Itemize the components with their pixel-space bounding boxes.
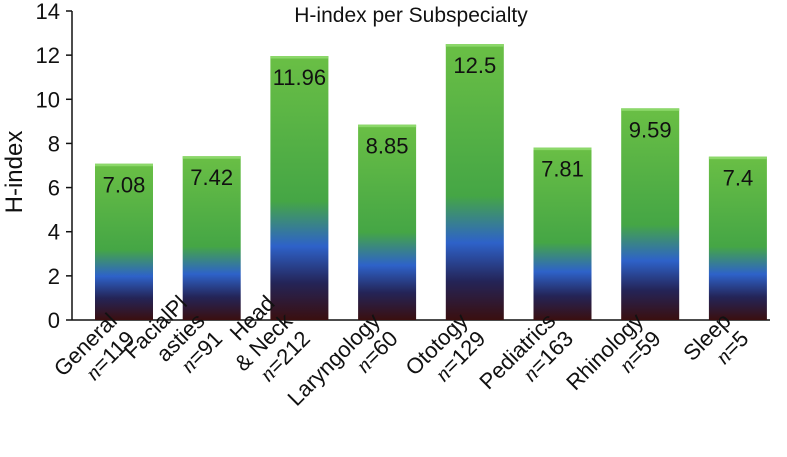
data-label: 9.59 [629,117,672,142]
data-label: 7.08 [103,173,146,198]
data-label: 8.85 [366,134,409,159]
bars [95,44,767,321]
y-tick-label: 6 [48,176,60,201]
bar [445,44,504,320]
y-tick-label: 0 [48,308,60,333]
category-label-text: Rhinologyn=59 [561,308,666,413]
y-tick-label: 4 [48,220,60,245]
bar-highlight [445,44,504,47]
bar-highlight [95,163,153,167]
bar [708,156,767,320]
y-tick-label: 12 [36,43,60,68]
bar-highlight [621,108,680,111]
data-label: 12.5 [453,53,496,78]
bar-highlight [708,156,767,160]
bar [182,156,241,320]
bar [621,108,680,321]
data-label: 11.96 [273,65,326,90]
y-tick-label: 14 [36,0,60,24]
category-label: Rhinologyn=59 [561,308,666,413]
category-label: Ototogyn=129 [400,308,490,398]
category-label-text: Laryngologyn=60 [283,308,403,428]
bar-highlight [533,147,592,151]
bar [95,163,153,320]
category-label-text: Ototogyn=129 [400,308,490,398]
bar-highlight [358,124,417,128]
data-labels: 7.08 7.42 11.96 8.85 12.5 7.81 9.59 7.4 [103,53,754,198]
category-label-text: Pediatricsn=163 [474,308,578,412]
category-label: Pediatricsn=163 [474,308,578,412]
category-label: Laryngologyn=60 [283,308,403,428]
y-axis-label: H-index [1,131,28,214]
y-tick-label: 8 [48,131,60,156]
y-tick-label: 10 [36,87,60,112]
bar-highlight [182,156,241,159]
bar [358,124,417,321]
bar [270,56,329,320]
bar-highlight [270,56,329,59]
data-label: 7.81 [541,157,584,182]
bar [533,147,592,320]
data-label: 7.4 [723,166,754,191]
chart-title: H-index per Subspecialty [294,4,528,27]
data-label: 7.42 [190,165,233,190]
y-tick-label: 2 [48,264,60,289]
